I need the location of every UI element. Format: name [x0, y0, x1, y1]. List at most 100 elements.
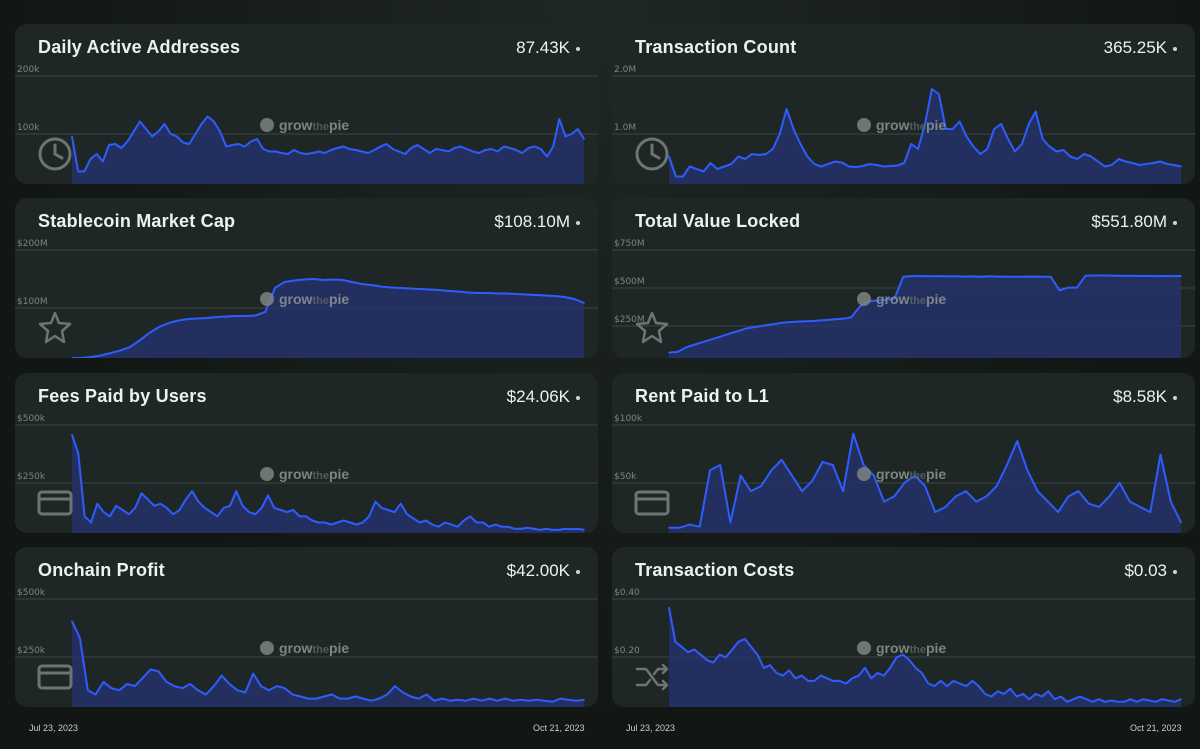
data-point [1085, 698, 1087, 700]
data-point [861, 165, 864, 167]
data-point [449, 699, 451, 702]
watermark-text-a: grow [876, 466, 910, 482]
metric-card-fees[interactable]: $500k $250k Fees Paid by Users $24.06K growt… [15, 373, 598, 533]
metric-card-profit[interactable]: $500k $250k Onchain Profit $42.00K growthepi… [15, 547, 598, 707]
data-point [674, 640, 677, 643]
data-point [374, 500, 377, 503]
series-area-tx [669, 89, 1181, 184]
data-point [1006, 276, 1009, 278]
data-point [744, 638, 746, 640]
data-point [1047, 500, 1049, 503]
data-point [467, 291, 469, 294]
data-point [399, 502, 402, 505]
data-point [711, 338, 714, 340]
data-point [362, 697, 365, 700]
series-area-fees [72, 434, 584, 533]
metric-card-tvl[interactable]: $750M $500M $250M Total Value Locked $551.80… [612, 198, 1195, 358]
data-point [772, 148, 774, 150]
data-point [496, 699, 499, 702]
data-point [298, 515, 301, 518]
data-point [512, 699, 514, 702]
watermark-logo: growthepie [857, 640, 946, 656]
data-point [1145, 163, 1148, 165]
data-point [386, 693, 388, 696]
data-point [515, 149, 517, 151]
current-value: $42.00K [507, 561, 580, 581]
data-point [315, 697, 318, 700]
data-point [709, 162, 712, 164]
data-point [236, 689, 239, 692]
data-point [1167, 699, 1170, 702]
watermark-text-c: pie [328, 640, 350, 656]
data-point [551, 529, 554, 531]
data-point [77, 170, 79, 173]
metric-card-rent[interactable]: $100k $50k Rent Paid to L1 $8.58K growthepie [612, 373, 1195, 533]
data-point [914, 474, 916, 477]
data-point [336, 521, 339, 524]
data-point [1084, 274, 1087, 277]
data-point [102, 681, 105, 683]
star-icon [634, 310, 670, 351]
data-point [951, 128, 954, 130]
data-point [490, 148, 493, 150]
card-title: Total Value Locked [635, 211, 801, 231]
data-point [197, 689, 199, 692]
data-point [845, 682, 847, 685]
data-point [235, 490, 238, 492]
data-point [819, 674, 822, 677]
data-point [448, 290, 450, 292]
data-point [868, 163, 871, 165]
data-point [245, 315, 247, 317]
data-point [1062, 149, 1065, 151]
data-point [911, 275, 913, 277]
data-point [813, 680, 816, 682]
data-point [557, 529, 560, 531]
data-point [995, 485, 998, 487]
data-point [157, 670, 160, 673]
data-point [668, 606, 670, 609]
data-point [317, 521, 320, 524]
data-point [185, 498, 187, 501]
data-point [83, 170, 86, 173]
chart-tvl [612, 249, 1195, 358]
metric-card-stable[interactable]: $200M $100M Stablecoin Market Cap $108.10M g… [15, 198, 598, 358]
data-point [1118, 482, 1121, 484]
data-point [824, 319, 826, 321]
data-point [855, 166, 857, 168]
data-point [1128, 274, 1130, 277]
metric-card-tx[interactable]: 2.0M 1.0M Transaction Count 365.25K growthep… [612, 24, 1195, 184]
data-point [723, 165, 726, 168]
pie-logo-icon [260, 118, 274, 132]
data-point [504, 697, 507, 700]
data-point [216, 515, 219, 518]
data-point [1076, 286, 1078, 289]
chart-rent [612, 424, 1195, 533]
data-point [165, 681, 168, 683]
data-point [832, 680, 835, 682]
data-point [848, 165, 850, 168]
data-point [893, 495, 896, 498]
data-point [1148, 699, 1151, 702]
data-point [496, 292, 498, 295]
chart-txcost [612, 598, 1195, 707]
metric-card-daa[interactable]: 200k 100k Daily Active Addresses 87.43K grow… [15, 24, 598, 184]
data-point [718, 653, 721, 656]
data-point [546, 155, 548, 158]
current-value: $8.58K [1113, 387, 1177, 407]
data-point [1057, 511, 1059, 513]
watermark-text-c: pie [925, 291, 947, 307]
data-point [254, 314, 257, 317]
metric-card-txcost[interactable]: $0.40 $0.20 Transaction Costs $0.03 growthep… [612, 547, 1195, 707]
data-point [262, 148, 264, 150]
data-point [577, 128, 579, 130]
data-point [689, 165, 691, 168]
data-point [680, 646, 683, 648]
data-point [1161, 698, 1163, 700]
series-line-txcost [668, 607, 1182, 703]
data-point [545, 528, 547, 530]
data-point [702, 170, 705, 173]
data-point [813, 163, 816, 165]
data-point [409, 287, 411, 290]
watermark-text-c: pie [925, 117, 947, 133]
current-value-text: $0.03 [1124, 561, 1167, 580]
